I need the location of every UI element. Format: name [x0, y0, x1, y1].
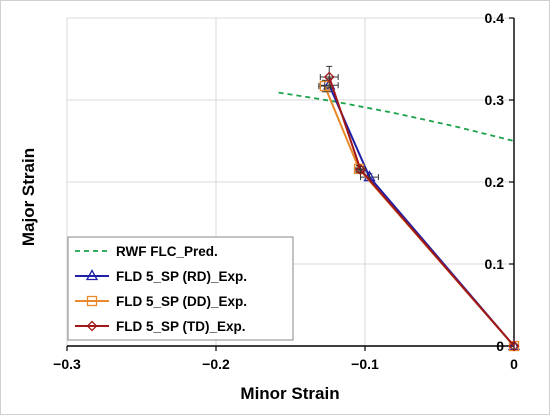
y-tick-label: 0.2 [485, 174, 505, 190]
y-tick-label: 0.1 [485, 256, 505, 272]
legend-marker [85, 269, 99, 281]
data-point [507, 339, 521, 351]
x-tick-label: 0 [510, 356, 518, 372]
legend-label: FLD 5_SP (RD)_Exp. [116, 269, 247, 284]
x-tick-label: −0.1 [351, 356, 379, 372]
series-line [328, 76, 515, 347]
data-point [323, 71, 335, 83]
series-3 [319, 65, 520, 352]
legend: RWF FLC_Pred. FLD 5_SP (RD)_Exp. FLD 5_SP … [67, 236, 294, 341]
series-0 [278, 91, 515, 142]
axes: −0.3 −0.2 −0.1 00 0.1 0.2 0.3 0.4 [53, 10, 518, 372]
legend-marker [86, 295, 98, 307]
legend-box [67, 236, 294, 341]
data-point [508, 340, 520, 352]
legend-label: FLD 5_SP (DD)_Exp. [116, 294, 247, 309]
x-axis-label: Minor Strain [240, 384, 339, 403]
series-line [278, 91, 515, 142]
data-point [355, 164, 366, 176]
series-2 [318, 79, 520, 352]
x-tick-label: −0.3 [53, 356, 81, 372]
y-tick-label: 0.3 [485, 92, 505, 108]
y-axis-label: Major Strain [19, 148, 38, 246]
y-tick-label: 0.4 [485, 10, 505, 26]
series [278, 65, 521, 352]
legend-label: RWF FLC_Pred. [116, 244, 218, 259]
series-1 [319, 78, 521, 351]
series-line [323, 85, 515, 347]
series-line [328, 84, 515, 347]
legend-label: FLD 5_SP (TD)_Exp. [116, 319, 246, 334]
x-tick-label: −0.2 [202, 356, 230, 372]
legend-marker [86, 320, 98, 332]
y-tick-label: 0 [496, 338, 504, 354]
